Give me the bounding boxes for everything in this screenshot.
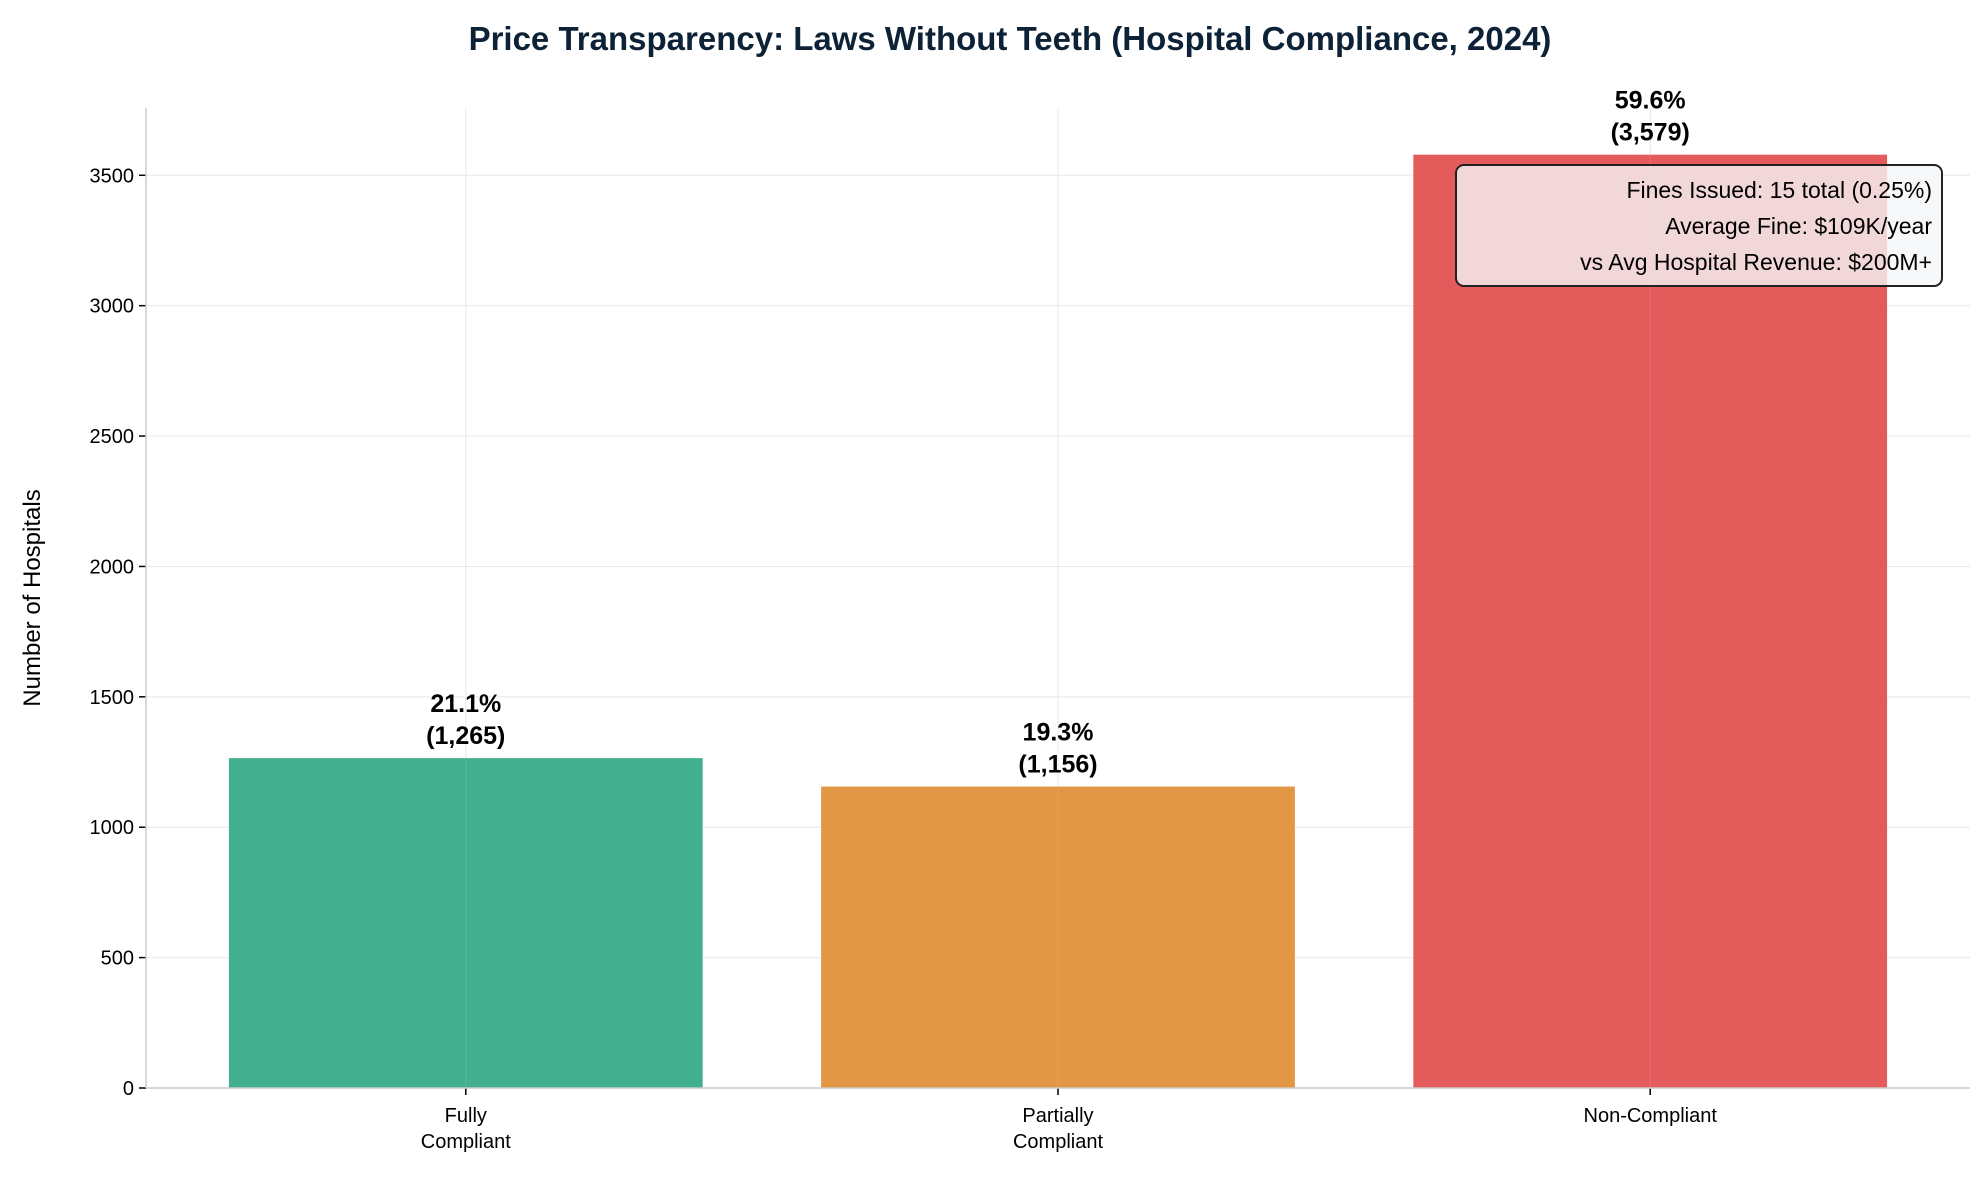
y-tick-label: 2500 — [90, 426, 135, 448]
annotation-line: vs Avg Hospital Revenue: $200M+ — [1580, 249, 1932, 275]
x-tick-label-line: Non-Compliant — [1584, 1105, 1718, 1127]
annotation-box: Fines Issued: 15 total (0.25%) Average Fi… — [1455, 164, 1943, 287]
y-tick-label: 3000 — [90, 296, 135, 318]
bar-label-percent: 59.6% — [1615, 87, 1686, 115]
bar-label-count: (1,265) — [426, 722, 505, 750]
x-tick-label: Fully Compliant — [421, 1105, 511, 1153]
x-tick-label: Partially Compliant — [1013, 1105, 1103, 1153]
bar-1 — [821, 786, 1295, 1088]
y-tick-label: 500 — [101, 948, 134, 970]
annotation-line: Fines Issued: 15 total (0.25%) — [1626, 177, 1932, 203]
bar-0 — [228, 758, 703, 1088]
x-tick-label-line: Compliant — [421, 1131, 511, 1153]
x-tick-label-line: Fully — [445, 1105, 487, 1127]
y-axis-label: Number of Hospitals — [19, 489, 46, 706]
x-tick-label-line: Partially — [1022, 1105, 1093, 1127]
y-tick-label: 1000 — [90, 817, 135, 839]
axes: 0 500 1000 1500 2000 2500 3000 3500 Fully Complia… — [90, 108, 1970, 1153]
y-tick-label: 2000 — [90, 556, 135, 578]
bar-label-percent: 21.1% — [430, 690, 501, 718]
bar-2 — [1413, 154, 1888, 1088]
y-tick-label: 0 — [123, 1078, 134, 1100]
chart-title: Price Transparency: Laws Without Teeth (… — [469, 20, 1552, 57]
bar-label-count: (1,156) — [1018, 751, 1097, 779]
x-tick-label-line: Compliant — [1013, 1131, 1103, 1153]
bar-label-count: (3,579) — [1611, 119, 1690, 147]
y-tick-label: 3500 — [90, 165, 135, 187]
y-tick-label: 1500 — [90, 687, 135, 709]
annotation-background — [1455, 164, 1943, 287]
annotation-line: Average Fine: $109K/year — [1665, 213, 1932, 239]
bar-labels: 21.1% (1,265) 19.3% (1,156) 59.6% (3,579) — [426, 87, 1690, 779]
x-tick-label: Non-Compliant — [1584, 1105, 1718, 1127]
bars — [228, 154, 1888, 1088]
bar-label-percent: 19.3% — [1023, 719, 1094, 747]
